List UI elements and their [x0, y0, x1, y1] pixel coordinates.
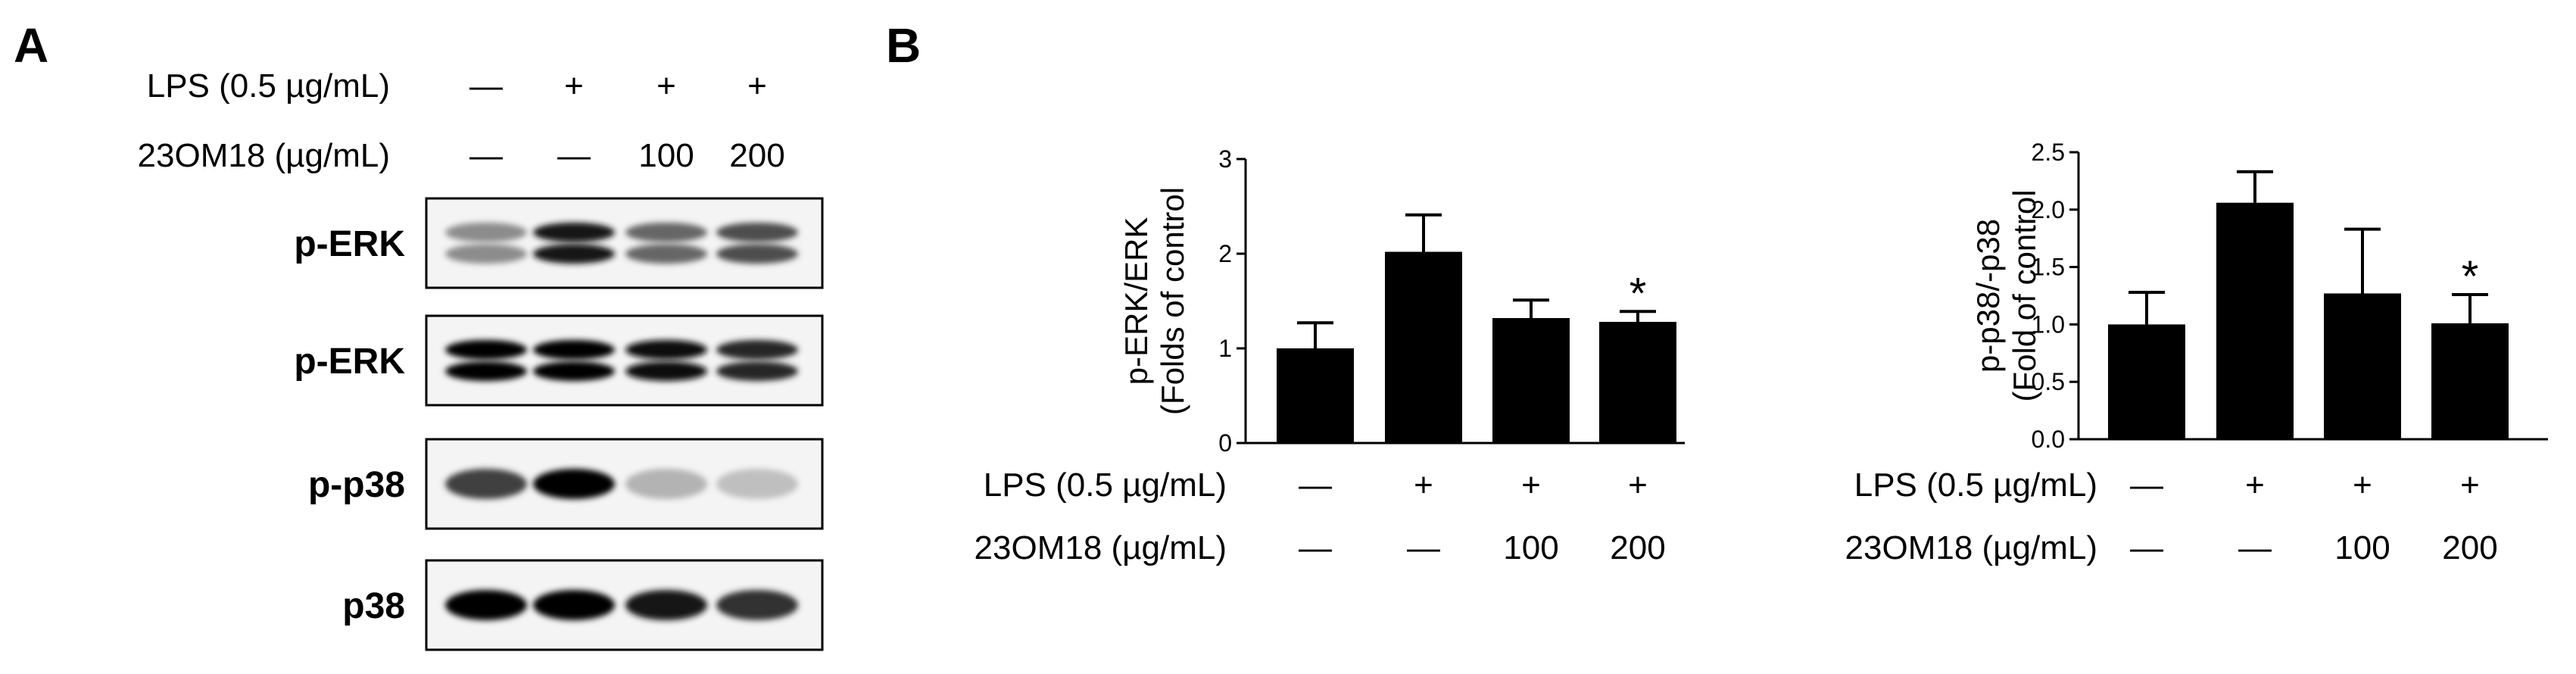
blot-band-0-3-upper [716, 222, 798, 242]
chart1-lps-value-1: + [2245, 466, 2265, 504]
blot-band-3-1 [533, 589, 615, 621]
panel-a-lps-value-2: + [656, 67, 676, 105]
panel-a-compound-value-0: — [469, 137, 503, 174]
blot-band-3-0 [445, 589, 527, 621]
chart1-bar-0 [2108, 324, 2185, 439]
chart0-bar-1 [1385, 251, 1462, 443]
chart0-lps-value-0: — [1299, 466, 1332, 504]
panel-a-conditions: LPS (0.5 µg/mL) 23OM18 (µg/mL) — + + + — — 100… [138, 67, 785, 174]
blot-label-0: p-ERK [294, 224, 405, 264]
compound-condition-label: 23OM18 (µg/mL) [138, 137, 390, 174]
blot-row-3: p38 [342, 559, 824, 651]
blot-band-3-2 [625, 589, 707, 621]
perk-bar-chart: p-ERK/ERK (Folds of control 0 1 2 3 * LPS (0.5 … [975, 145, 1685, 566]
chart0-compound-label: 23OM18 (µg/mL) [975, 529, 1227, 566]
chart0-lps-value-2: + [1521, 466, 1541, 504]
blot-band-1-1-upper [533, 339, 615, 360]
chart1-ytick-label-2: 1.0 [2032, 310, 2065, 338]
chart0-lps-value-1: + [1414, 466, 1433, 504]
blot-band-0-2-upper [625, 222, 707, 242]
blot-band-2-3 [716, 468, 798, 500]
blot-band-1-0-lower [445, 361, 527, 382]
blot-band-0-1-lower [533, 244, 615, 264]
blot-band-2-2 [625, 468, 707, 500]
chart1-ytick-label-1: 0.5 [2032, 368, 2065, 395]
panel-a-lps-value-3: + [747, 67, 767, 105]
chart1-ylabel-line-0: p-p38/-p38 [1970, 219, 2006, 373]
chart0-ytick-label-0: 0 [1218, 429, 1232, 457]
western-blot-panel: p-ERK p-ERK p-p38 p38 [294, 197, 824, 651]
chart1-ylabel-line-1: (Fold of control [2007, 189, 2042, 401]
chart1-lps-value-0: — [2130, 466, 2163, 504]
chart1-ytick-label-4: 2.0 [2032, 196, 2065, 223]
chart0-ytick-label-3: 3 [1218, 145, 1232, 173]
chart1-ytick-label-3: 1.5 [2032, 254, 2065, 281]
chart1-lps-value-2: + [2353, 466, 2372, 504]
chart0-bar-0 [1277, 348, 1354, 443]
chart0-compound-value-1: — [1407, 529, 1440, 566]
blot-band-1-1-lower [533, 361, 615, 382]
panel-a-lps-value-1: + [564, 67, 584, 105]
panel-a-lps-value-0: — [469, 67, 503, 105]
pp38-bar-chart: p-p38/-p38 (Fold of control 0.0 0.5 1.0 1.5 2.… [1845, 139, 2548, 566]
chart1-compound-label: 23OM18 (µg/mL) [1845, 529, 2097, 566]
chart0-lps-label: LPS (0.5 µg/mL) [984, 466, 1227, 504]
panel-a-compound-value-3: 200 [729, 137, 784, 174]
chart1-ytick-label-0: 0.0 [2032, 426, 2065, 453]
chart0-significance-3: * [1629, 269, 1647, 318]
chart0-bar-2 [1492, 318, 1570, 443]
blot-band-1-3-lower [716, 361, 798, 382]
blot-band-3-3 [716, 589, 798, 621]
blot-band-0-3-lower [716, 244, 798, 264]
chart0-compound-value-2: 100 [1503, 529, 1558, 566]
blot-band-2-1 [533, 468, 615, 500]
chart0-bar-3 [1599, 322, 1676, 443]
chart1-lps-value-3: + [2460, 466, 2480, 504]
panel-a-condition-values: — + + + — — 100 200 [469, 67, 785, 174]
blot-label-1: p-ERK [294, 342, 405, 382]
blot-label-2: p-p38 [308, 465, 405, 505]
chart0-compound-value-3: 200 [1610, 529, 1665, 566]
chart1-compound-value-2: 100 [2334, 529, 2390, 566]
chart1-bar-3 [2431, 323, 2509, 439]
chart1-bar-2 [2324, 293, 2401, 439]
panel-a-compound-value-2: 100 [638, 137, 694, 174]
chart1-compound-value-0: — [2130, 529, 2163, 566]
blot-band-1-2-upper [625, 339, 707, 360]
chart0-compound-value-0: — [1299, 529, 1332, 566]
blot-band-0-2-lower [625, 244, 707, 264]
chart1-ytick-label-5: 2.5 [2032, 139, 2065, 166]
chart0-ytick-label-2: 2 [1218, 240, 1232, 267]
chart1-compound-value-3: 200 [2442, 529, 2497, 566]
blot-band-1-2-lower [625, 361, 707, 382]
chart0-ylabel-line-0: p-ERK/ERK [1118, 217, 1154, 385]
panel-b-letter: B [886, 18, 921, 73]
chart1-compound-value-1: — [2238, 529, 2272, 566]
chart1-lps-label: LPS (0.5 µg/mL) [1854, 466, 2097, 504]
blot-row-2: p-p38 [308, 438, 824, 530]
blot-row-0: p-ERK [294, 197, 824, 289]
chart0-ytick-label-1: 1 [1218, 335, 1232, 362]
blot-band-0-1-upper [533, 222, 615, 242]
blot-band-1-0-upper [445, 339, 527, 360]
blot-membrane-0 [425, 197, 824, 289]
blot-label-3: p38 [342, 586, 405, 626]
blot-membrane-1 [425, 314, 824, 407]
chart0-ylabel-line-1: (Folds of control [1155, 187, 1190, 415]
blot-band-2-0 [445, 468, 527, 500]
blot-band-1-3-upper [716, 339, 798, 360]
blot-band-0-0-upper [445, 222, 527, 242]
chart1-significance-3: * [2462, 252, 2479, 301]
lps-condition-label: LPS (0.5 µg/mL) [147, 67, 390, 105]
chart0-lps-value-3: + [1628, 466, 1648, 504]
blot-row-1: p-ERK [294, 314, 824, 407]
panel-a-compound-value-1: — [557, 137, 591, 174]
panel-a-letter: A [14, 18, 48, 73]
blot-band-0-0-lower [445, 244, 527, 264]
chart1-bar-1 [2216, 202, 2294, 439]
